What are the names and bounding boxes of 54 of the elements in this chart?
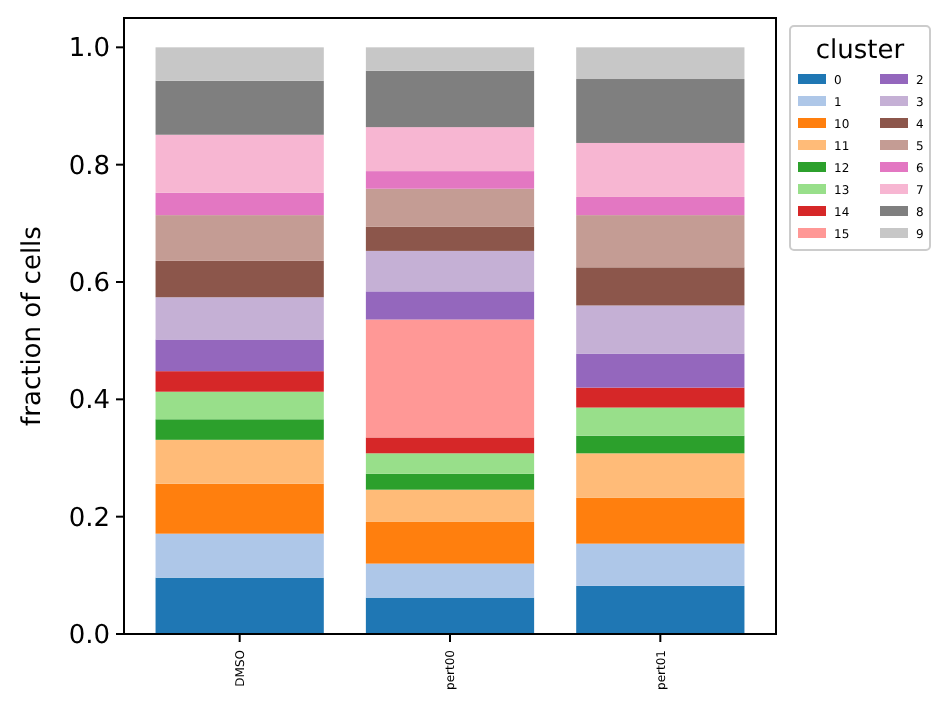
bar — [155, 577, 324, 634]
bar — [365, 521, 535, 564]
bar — [576, 142, 745, 197]
bar — [155, 192, 324, 216]
bar — [365, 226, 535, 251]
bar — [576, 387, 745, 408]
bar — [576, 543, 745, 586]
bar — [365, 319, 535, 438]
bar — [365, 473, 535, 490]
bar — [365, 188, 535, 227]
bar — [576, 47, 745, 80]
bar — [365, 453, 535, 474]
bar — [155, 439, 324, 484]
bar — [576, 196, 745, 216]
bar — [155, 371, 324, 392]
bar — [576, 435, 745, 454]
y-tick-label: 0.4 — [68, 386, 110, 417]
bar — [365, 597, 535, 634]
bar — [576, 79, 745, 143]
bar — [576, 305, 745, 354]
bar — [576, 453, 745, 498]
bar — [155, 215, 324, 261]
bar — [155, 483, 324, 534]
y-tick-label: 0.8 — [68, 151, 110, 182]
bar — [576, 585, 745, 634]
y-tick-label: 1.0 — [68, 34, 110, 65]
bar — [576, 353, 745, 388]
bar — [365, 70, 535, 128]
bar — [155, 391, 324, 420]
bar — [365, 489, 535, 522]
bar — [576, 267, 745, 306]
legend-title: cluster — [815, 36, 906, 66]
bar — [365, 437, 535, 454]
y-tick-label: 0.0 — [68, 621, 110, 652]
bar — [365, 47, 535, 71]
bar — [155, 533, 324, 578]
y-tick-label: 0.2 — [68, 503, 110, 534]
bar — [155, 47, 324, 81]
bar — [365, 291, 535, 320]
bar — [576, 407, 745, 436]
bar — [576, 497, 745, 544]
bar — [155, 80, 324, 135]
bar — [576, 215, 745, 268]
bar — [155, 260, 324, 298]
bar — [365, 250, 535, 292]
y-axis-title: fraction of cells — [18, 225, 48, 426]
y-tick-label: 0.6 — [68, 269, 110, 300]
bar — [365, 563, 535, 598]
bar — [155, 419, 324, 440]
bar — [365, 171, 535, 189]
bar — [155, 297, 324, 340]
bar — [155, 339, 324, 372]
bar — [155, 134, 324, 193]
bar — [365, 127, 535, 172]
